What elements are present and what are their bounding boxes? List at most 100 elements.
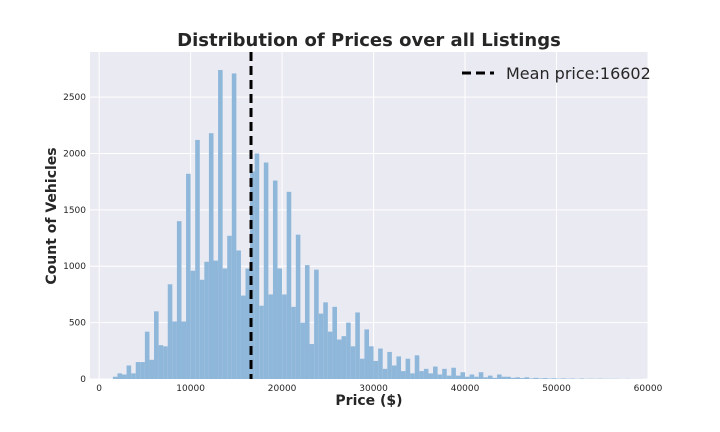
histogram-bar [373, 360, 379, 379]
histogram-bar [149, 359, 155, 379]
histogram-bar [492, 377, 498, 379]
histogram-bar [474, 376, 479, 379]
histogram-bar [172, 321, 177, 379]
histogram-bar [551, 378, 557, 379]
histogram-bar [158, 345, 164, 379]
histogram-bar [309, 344, 315, 379]
histogram-bar [163, 346, 168, 379]
histogram-bar [350, 346, 356, 379]
x-tick-label: 10000 [176, 384, 205, 394]
y-tick-label: 1500 [63, 206, 86, 216]
histogram-bar [336, 339, 342, 379]
histogram-bar [112, 376, 118, 379]
histogram-bar [131, 373, 136, 379]
histogram-bar [455, 375, 461, 379]
histogram-bar [227, 235, 232, 379]
histogram-bar [318, 313, 324, 379]
histogram-bar [332, 306, 337, 379]
histogram-bar [469, 374, 475, 379]
histogram-bar [460, 372, 466, 379]
histogram-bar [254, 153, 260, 379]
histogram-bar [419, 371, 424, 379]
histogram-bar [144, 331, 150, 379]
histogram-bar [272, 180, 278, 379]
histogram-bar [428, 373, 434, 379]
histogram-bar [259, 305, 264, 379]
x-tick-label: 50000 [542, 384, 571, 394]
x-tick-label: 40000 [451, 384, 480, 394]
histogram-bar [167, 284, 173, 379]
histogram-bar [323, 302, 328, 379]
histogram-bar [282, 294, 287, 379]
histogram-bar [497, 374, 502, 379]
histogram-bar [391, 365, 397, 379]
histogram-bar [126, 365, 132, 379]
histogram-bar [199, 279, 205, 379]
histogram-bar [405, 358, 411, 379]
histogram-bar [277, 268, 283, 379]
histogram-bar [561, 378, 566, 379]
histogram-bar [304, 265, 310, 379]
histogram-bar [506, 376, 511, 379]
histogram-bar [250, 171, 255, 379]
histogram-bar [117, 373, 123, 379]
histogram-bar [401, 371, 406, 379]
histogram-bar [533, 377, 539, 379]
histogram-bar [487, 375, 493, 379]
histogram-bar [140, 362, 145, 379]
histogram-bar [451, 367, 456, 379]
y-tick-label: 1000 [63, 262, 86, 272]
histogram-bar [300, 322, 305, 379]
histogram-bar [135, 362, 141, 379]
histogram-bar [359, 358, 365, 379]
histogram-bar [382, 368, 388, 379]
histogram-bar [538, 378, 543, 379]
histogram-bar [154, 311, 159, 379]
histogram-bar [208, 133, 214, 379]
histogram-bar [314, 269, 319, 379]
histogram-bar [341, 336, 347, 379]
histogram-bar [369, 346, 374, 379]
histogram-bars [112, 70, 644, 380]
histogram-bar [542, 378, 548, 379]
y-tick-label: 2000 [63, 149, 86, 159]
histogram-bar [524, 377, 530, 379]
histogram-bar [263, 162, 269, 379]
histogram-bar [437, 374, 443, 379]
histogram-bar [213, 260, 219, 379]
histogram-bar [414, 355, 420, 379]
histogram-bar [423, 368, 429, 379]
histogram-bar [204, 261, 209, 379]
histogram-bar [515, 377, 520, 379]
histogram-bar [478, 372, 484, 379]
histogram-bar [346, 322, 351, 379]
histogram-bar [465, 376, 470, 379]
histogram-bar [519, 378, 525, 379]
histogram-bar [396, 356, 402, 379]
histogram-bar [410, 373, 415, 379]
chart-title: Distribution of Prices over all Listings [177, 30, 561, 51]
x-axis-ticks: 0 10000 20000 30000 40000 50000 60000 [96, 384, 662, 394]
histogram-bar [190, 270, 196, 379]
histogram-bar [295, 234, 301, 379]
histogram-bar [222, 268, 228, 379]
histogram-bar [181, 321, 187, 379]
histogram-bar [286, 191, 292, 379]
x-tick-label: 30000 [359, 384, 388, 394]
y-tick-label: 500 [69, 319, 86, 329]
histogram-bar [529, 378, 534, 379]
histogram-bar [355, 312, 360, 379]
histogram-bar [236, 250, 241, 379]
histogram-bar [240, 295, 246, 379]
histogram-bar [483, 377, 488, 379]
histogram-bar [268, 294, 273, 379]
histogram-bar [378, 348, 383, 379]
y-tick-label: 2500 [63, 93, 86, 103]
histogram-bar [176, 221, 182, 379]
histogram-bar [186, 173, 191, 379]
x-tick-label: 0 [96, 384, 102, 394]
histogram-bar [387, 351, 392, 379]
histogram-bar [501, 376, 507, 379]
histogram-bar [364, 329, 369, 379]
